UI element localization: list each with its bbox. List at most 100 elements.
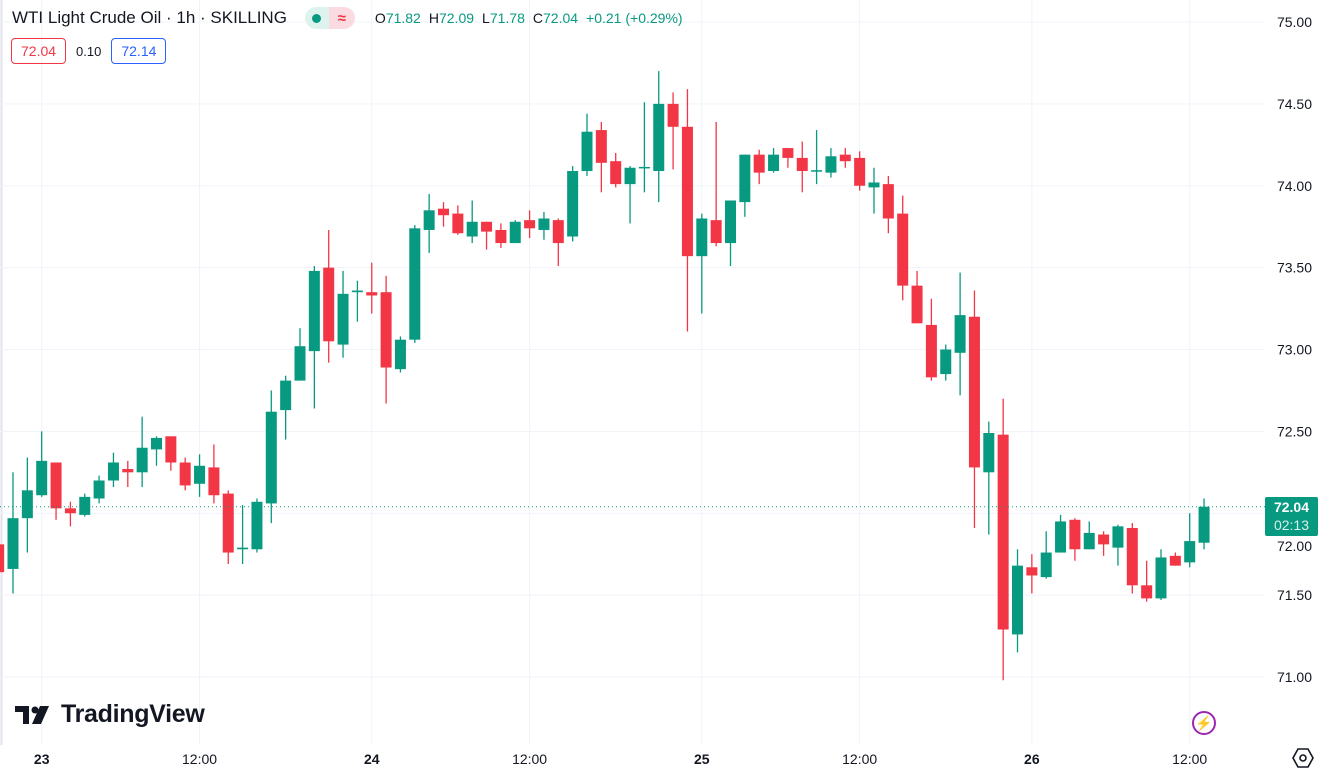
candle-down: [968, 290, 980, 528]
candle-up: [265, 390, 277, 524]
buy-button[interactable]: 72.14: [111, 38, 167, 64]
candle-body: [940, 349, 952, 375]
price-tick-label: 75.00: [1277, 14, 1312, 30]
candle-body: [1169, 555, 1181, 566]
candle-up: [825, 148, 837, 178]
open-key: O: [374, 10, 386, 26]
candle-down: [323, 229, 335, 363]
candle-body: [179, 462, 191, 486]
candle-body: [1155, 557, 1167, 599]
candle-body: [968, 316, 980, 468]
candle-body: [782, 148, 794, 158]
low-key: L: [482, 10, 490, 26]
candle-body: [251, 501, 263, 550]
price-tick-label: 71.50: [1277, 587, 1312, 603]
candle-body: [366, 292, 378, 296]
candle-up: [136, 416, 148, 488]
spread-value: 0.10: [76, 43, 102, 59]
close-value: 72.04: [543, 10, 579, 26]
candle-body: [839, 154, 851, 162]
time-tick-label: 24: [364, 751, 380, 767]
time-tick-label: 12:00: [1172, 751, 1207, 767]
candle-body: [868, 182, 880, 188]
time-tick-label: 12:00: [182, 751, 217, 767]
candle-up: [79, 493, 91, 517]
time-axis[interactable]: 23 12:00 24 12:00 25 12:00 26 12:00: [34, 751, 1208, 767]
candle-body: [768, 154, 780, 172]
candle-up: [107, 452, 119, 488]
price-tick-label: 74.00: [1277, 178, 1312, 194]
candle-down: [438, 202, 449, 227]
candle-up: [638, 102, 650, 193]
high-key: H: [428, 10, 439, 26]
time-tick-label: 12:00: [512, 751, 547, 767]
candle-body: [739, 154, 751, 203]
candle-body: [854, 157, 866, 186]
candle-up: [351, 280, 363, 322]
candle-down: [64, 501, 76, 527]
candle-down: [1069, 518, 1081, 561]
candle-up: [538, 211, 550, 240]
candle-body: [610, 161, 622, 185]
candle-body: [380, 292, 392, 368]
candle-body: [481, 221, 493, 232]
candle-body: [122, 469, 134, 473]
candle-up: [194, 454, 206, 497]
candle-down: [610, 153, 622, 188]
candle-body: [452, 213, 464, 234]
candle-up: [394, 336, 406, 373]
candle-body: [1126, 527, 1138, 586]
candles: [0, 71, 1210, 681]
price-tick-label: 73.00: [1277, 342, 1312, 358]
candle-up: [811, 130, 823, 185]
candle-body: [897, 213, 909, 286]
candle-body: [1069, 519, 1081, 550]
candle-body: [581, 131, 593, 172]
candle-body: [1083, 532, 1095, 550]
lightning-icon[interactable]: ⚡: [1192, 711, 1216, 735]
candle-body: [552, 220, 564, 244]
candle-body: [696, 218, 708, 257]
candle-down: [165, 436, 177, 471]
candle-up: [1184, 513, 1196, 568]
candle-body: [653, 103, 665, 172]
candle-body: [1198, 506, 1210, 543]
settings-icon[interactable]: [1292, 748, 1314, 768]
candle-up: [983, 421, 995, 535]
price-axis[interactable]: 71.00 71.50 72.00 72.50 73.00 73.50 74.00 74.50…: [1277, 14, 1312, 685]
candle-down: [222, 490, 234, 565]
candle-down: [1126, 523, 1138, 594]
candle-body: [667, 103, 679, 127]
last-price-label: 72.04 02:13: [1265, 497, 1318, 536]
candle-body: [294, 346, 306, 381]
candle-body: [595, 130, 607, 163]
candle-body: [64, 508, 76, 514]
candle-down: [1098, 531, 1110, 556]
candle-up: [725, 200, 736, 266]
candle-body: [509, 221, 521, 244]
change-value: +0.21 (+0.29%): [586, 10, 683, 26]
candle-up: [423, 193, 435, 253]
price-tick-label: 72.00: [1277, 538, 1312, 554]
candle-body: [1012, 565, 1023, 635]
candle-up: [739, 154, 751, 217]
candle-body: [308, 270, 320, 352]
candle-body: [524, 220, 536, 229]
candle-body: [725, 200, 736, 244]
candle-up: [1083, 521, 1095, 550]
candle-down: [667, 92, 679, 170]
status-pill[interactable]: ≈: [304, 7, 355, 29]
candle-body: [79, 496, 91, 515]
candle-body: [136, 447, 148, 473]
candle-up: [1112, 524, 1124, 566]
candle-body: [36, 460, 48, 496]
candle-down: [925, 298, 937, 381]
candle-body: [567, 171, 579, 237]
candle-down: [1141, 560, 1153, 602]
symbol-title[interactable]: WTI Light Crude Oil · 1h · SKILLING: [12, 8, 287, 27]
candle-up: [868, 167, 880, 214]
last-price-value: 72.04: [1273, 499, 1310, 515]
tradingview-logo[interactable]: TradingView: [15, 700, 205, 729]
sell-button[interactable]: 72.04: [11, 38, 67, 64]
